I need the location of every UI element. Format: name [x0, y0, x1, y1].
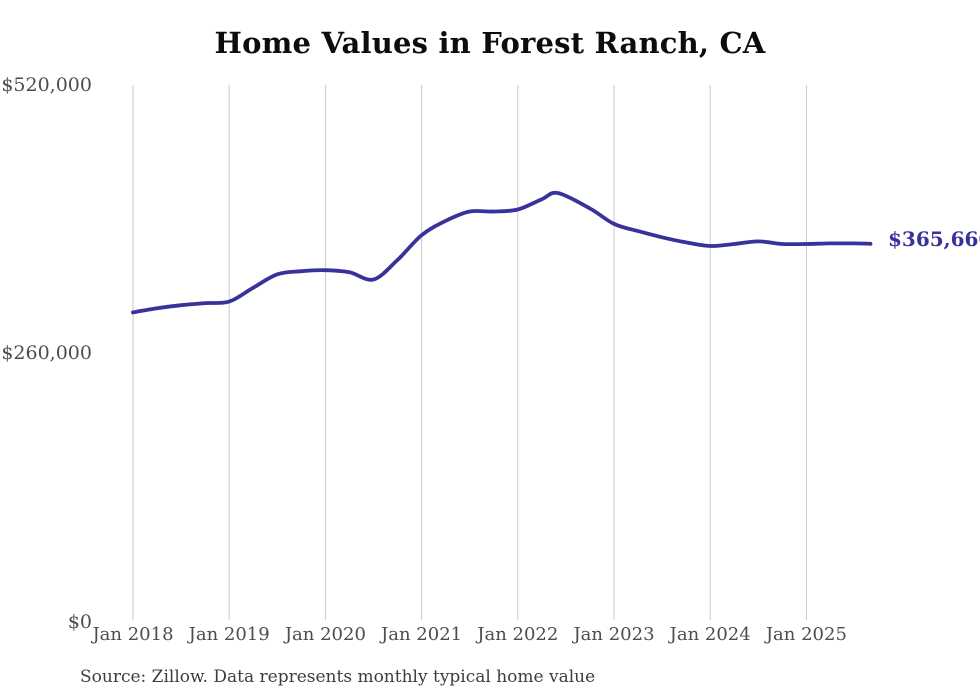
- x-axis-label: Jan 2020: [284, 624, 366, 645]
- y-axis-label: $260,000: [1, 341, 92, 364]
- end-value-label: $365,660: [888, 227, 980, 251]
- x-axis-label: Jan 2025: [765, 624, 847, 645]
- home-value-line: [131, 190, 873, 315]
- x-axis-label: Jan 2023: [573, 624, 655, 645]
- chart-title: Home Values in Forest Ranch, CA: [214, 26, 766, 60]
- x-axis-label: Jan 2018: [92, 624, 174, 645]
- x-axis-label: Jan 2024: [669, 624, 751, 645]
- x-axis-label: Jan 2019: [188, 624, 270, 645]
- y-axis-label: $0: [67, 611, 92, 633]
- y-axis-label: $520,000: [1, 74, 92, 96]
- source-note: Source: Zillow. Data represents monthly …: [80, 667, 596, 687]
- x-axis-label: Jan 2022: [477, 624, 559, 645]
- x-axis-label: Jan 2021: [381, 624, 463, 645]
